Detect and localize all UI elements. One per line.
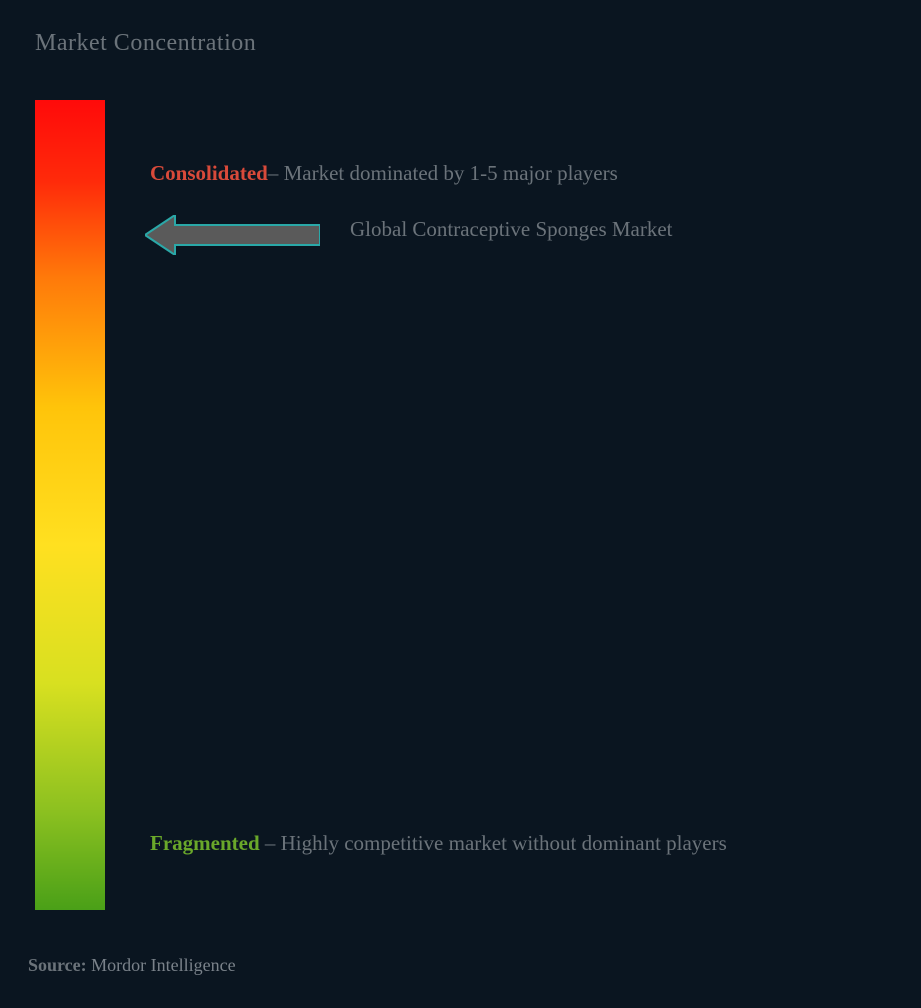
consolidated-label: Consolidated– Market dominated by 1-5 ma… (150, 158, 618, 190)
source-attribution: Source: Mordor Intelligence (28, 955, 236, 976)
fragmented-key: Fragmented (150, 831, 260, 855)
source-key: Source: (28, 955, 87, 975)
concentration-gradient-bar (35, 100, 105, 910)
consolidated-key: Consolidated (150, 161, 268, 185)
arrow-left-icon (145, 215, 320, 255)
fragmented-label: Fragmented – Highly competitive market w… (150, 822, 870, 864)
chart-title: Market Concentration (35, 30, 256, 57)
chart-container: Market Concentration Consolidated– Marke… (0, 0, 921, 1008)
market-name-label: Global Contraceptive Sponges Market (350, 214, 730, 246)
fragmented-desc: – Highly competitive market without domi… (260, 831, 727, 855)
consolidated-desc: – Market dominated by 1-5 major players (268, 161, 618, 185)
source-value: Mordor Intelligence (87, 955, 236, 975)
market-position-arrow (145, 215, 320, 260)
